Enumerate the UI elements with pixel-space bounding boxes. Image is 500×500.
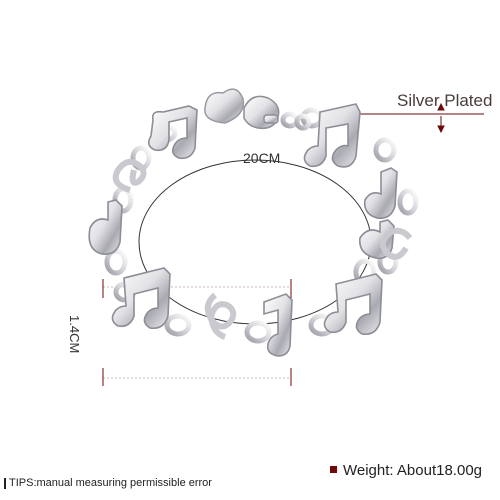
weight-text: Weight: About18.00g [343, 462, 482, 479]
material-label: Silver Plated [397, 91, 493, 110]
tips-text: TIPS:manual measuring permissible error [9, 477, 212, 489]
lobster-clasp-icon [243, 95, 280, 130]
heart-tag-icon [204, 88, 245, 124]
width-measure-guides [102, 279, 292, 386]
weight-bullet [330, 466, 337, 473]
treble-clef-icon [112, 158, 413, 340]
music-note-icon [88, 103, 398, 357]
material-pointer [345, 102, 484, 134]
tips-marker [4, 478, 6, 489]
width-label: 1.4CM [67, 315, 82, 354]
circumference-label: 20CM [243, 150, 281, 166]
circumference-ellipse [138, 159, 372, 325]
